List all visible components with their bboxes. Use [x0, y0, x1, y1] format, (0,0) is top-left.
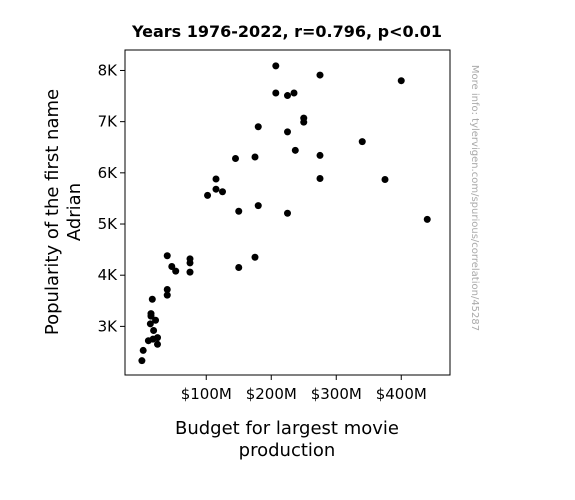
x-tick-label: $400M	[376, 385, 427, 403]
data-point	[291, 146, 299, 154]
data-points	[138, 62, 431, 365]
y-tick-label: 4K	[98, 266, 119, 284]
x-axis-label-line-2: production	[239, 440, 336, 461]
data-point	[204, 191, 212, 199]
y-tick-label: 6K	[98, 164, 119, 182]
data-point	[150, 326, 158, 334]
y-axis-ticks: 3K 4K 5K 6K 7K 8K	[98, 61, 125, 335]
data-point	[232, 155, 239, 163]
data-point	[139, 346, 147, 354]
data-point	[254, 202, 262, 210]
y-tick-label: 3K	[98, 317, 119, 335]
x-tick-label: $200M	[246, 385, 297, 403]
data-point	[212, 185, 220, 193]
data-point	[397, 77, 405, 85]
x-tick-label: $300M	[311, 385, 362, 403]
data-point	[381, 175, 389, 183]
data-point	[219, 188, 226, 196]
data-point	[147, 310, 155, 318]
data-point	[284, 209, 291, 217]
data-point	[316, 174, 324, 182]
data-point	[284, 92, 291, 100]
data-point	[163, 286, 171, 294]
y-tick-label: 8K	[98, 61, 119, 79]
data-point	[154, 340, 161, 348]
data-point	[235, 264, 243, 272]
y-axis-label-line-2: Adrian	[64, 183, 85, 241]
data-point	[138, 357, 146, 365]
data-point	[148, 295, 156, 303]
data-point	[358, 138, 366, 146]
data-point	[251, 153, 259, 161]
y-axis-label-line-1: Popularity of the first name	[42, 89, 63, 335]
data-point	[154, 334, 161, 342]
data-point	[212, 175, 220, 183]
data-point	[316, 151, 324, 159]
plot-frame	[124, 49, 451, 376]
x-axis-ticks: $100M $200M $300M $400M	[181, 375, 427, 403]
source-note: More info: tylervigen.com/spurious/corre…	[469, 65, 480, 331]
data-point	[163, 252, 171, 260]
data-point	[168, 262, 176, 270]
data-point	[251, 253, 259, 261]
data-point	[186, 268, 194, 276]
data-point	[186, 259, 194, 267]
x-axis-label-line-1: Budget for largest movie	[175, 418, 399, 439]
y-tick-label: 5K	[98, 215, 119, 233]
data-point	[284, 128, 291, 136]
data-point	[235, 207, 243, 215]
y-tick-label: 7K	[98, 113, 119, 131]
data-point	[146, 320, 154, 328]
data-point	[172, 267, 180, 275]
data-point	[316, 71, 324, 79]
data-point	[163, 291, 171, 299]
data-point	[272, 62, 280, 70]
data-point	[423, 215, 431, 223]
data-point	[254, 123, 262, 131]
data-point	[152, 316, 160, 324]
x-tick-label: $100M	[181, 385, 232, 403]
plot-area: $100M $200M $300M $400M 3K 4K 5K 6K 7K 8K	[98, 49, 451, 403]
chart-title: Years 1976-2022, r=0.796, p<0.01	[131, 22, 442, 41]
data-point	[300, 118, 308, 126]
data-point	[272, 89, 280, 97]
data-point	[290, 89, 298, 97]
